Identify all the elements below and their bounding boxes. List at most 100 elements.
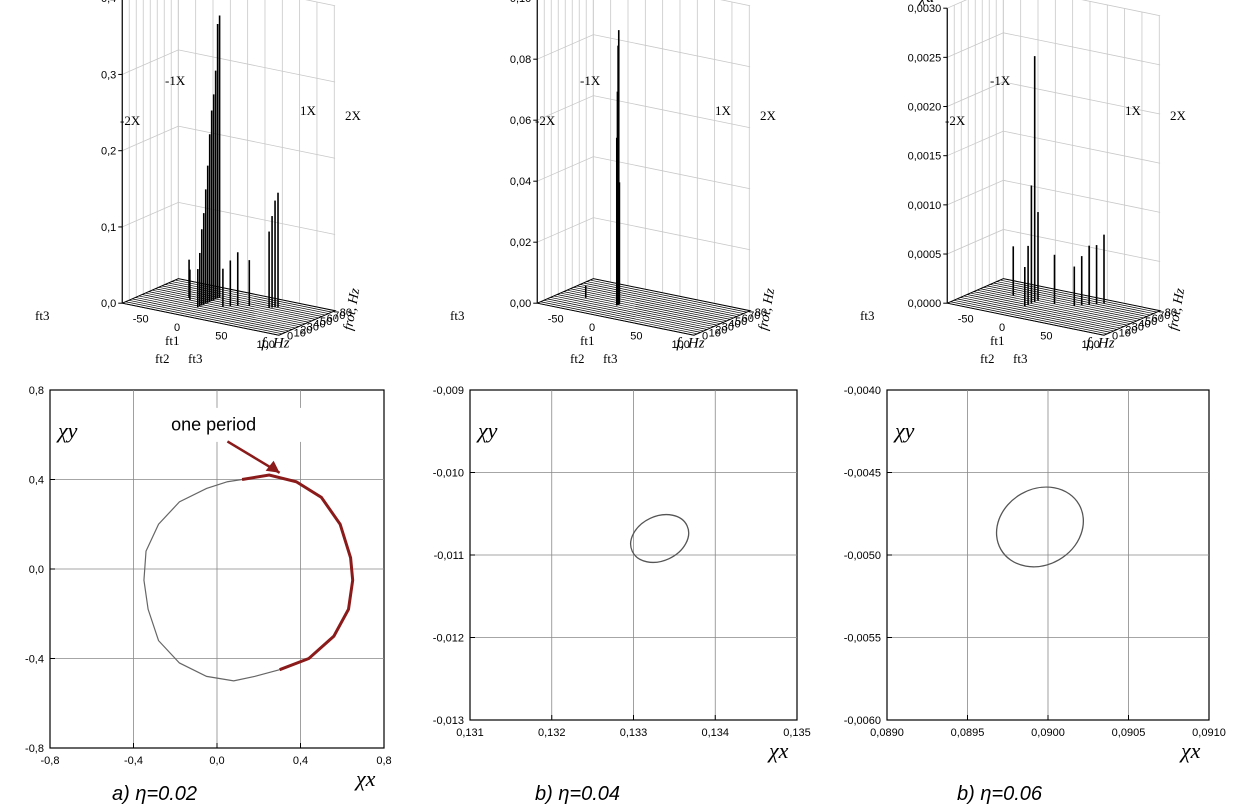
spectrum-annotation: -2X xyxy=(120,113,141,128)
spectrum-annotation: ft3 xyxy=(860,308,874,323)
x-tick-label: 0,131 xyxy=(456,727,484,739)
floor-line xyxy=(145,292,303,326)
floor-line xyxy=(540,301,698,335)
f-tick-label: 100 xyxy=(672,339,690,351)
x-tick-label: 0,133 xyxy=(620,727,648,739)
floor-line xyxy=(155,288,313,322)
orbit-highlight xyxy=(241,473,355,672)
floor-line xyxy=(960,297,1118,330)
x-tick-label: 0,0 xyxy=(209,755,224,767)
y-tick-label: 0,0005 xyxy=(908,249,942,261)
spectrum-annotation: ft1 xyxy=(580,333,594,348)
y-tick-label: 0,0000 xyxy=(908,298,942,310)
wall-grid-line xyxy=(947,130,1161,164)
floor-line xyxy=(947,302,1105,336)
wall-grid-line xyxy=(947,179,1161,213)
f-tick-label: -50 xyxy=(133,314,149,326)
frot-tick-label: 80 xyxy=(1165,307,1177,319)
floor-line xyxy=(560,292,718,326)
y-tick-label: 0,10 xyxy=(510,0,531,5)
floor-line xyxy=(586,281,744,314)
y-axis-label: χy xyxy=(476,418,498,443)
y-tick-label: -0,009 xyxy=(433,385,464,397)
wall-grid-line xyxy=(947,81,1161,115)
f-tick-label: -50 xyxy=(548,314,564,326)
spectrum-annotation: 1X xyxy=(715,103,732,118)
annotation-text: one period xyxy=(171,414,256,434)
floor-line xyxy=(168,282,326,316)
floor-line xyxy=(556,294,714,327)
frot-tick-label: 60 xyxy=(327,313,339,325)
spectrum-annotation: -2X xyxy=(535,113,556,128)
orbit-panel-0: -0,8 -0,4 0,0 0,4 0,8 -0,8 -0,4 0,0 0,4 0,8 χy χx on… xyxy=(25,385,392,791)
y-tick-label: 0,0 xyxy=(29,564,44,576)
y-tick-label: 0,04 xyxy=(510,176,531,188)
f-tick-label: 0 xyxy=(174,322,180,334)
y-tick-label: 0,0 xyxy=(101,298,116,310)
spectrum-annotation: ft2 xyxy=(570,351,584,366)
y-tick-label: -0,0060 xyxy=(844,715,881,727)
y-tick-label: -0,011 xyxy=(434,550,464,562)
floor-line xyxy=(566,289,724,323)
y-tick-label: 0,0010 xyxy=(908,200,942,212)
y-tick-label: 0,1 xyxy=(101,222,116,234)
spectrum-panel-2: 0,0000 0,0005 0,0010 0,0015 0,0020 0,0025 0,00… xyxy=(860,0,1188,366)
z-axis-label: χa xyxy=(917,0,934,6)
f-axis-label: f, Hz xyxy=(1086,335,1115,351)
floor-line xyxy=(589,279,747,313)
wall-grid-line xyxy=(947,32,1161,66)
y-tick-label: -0,013 xyxy=(433,715,464,727)
x-tick-label: 0,0905 xyxy=(1112,727,1146,739)
x-tick-label: 0,0910 xyxy=(1192,727,1226,739)
x-tick-label: 0,8 xyxy=(376,755,391,767)
spectrum-annotation: ft1 xyxy=(165,333,179,348)
frot-tick-label: 0 xyxy=(1112,330,1118,342)
wall-grid-line xyxy=(537,34,751,68)
x-tick-label: 0,132 xyxy=(538,727,566,739)
f-tick-label: 100 xyxy=(1082,339,1100,351)
f-tick-label: -50 xyxy=(958,314,974,326)
wall-grid-line xyxy=(537,156,751,190)
frot-tick-label: 70 xyxy=(1158,310,1170,322)
floor-line xyxy=(148,291,306,325)
frot-tick-label: 10 xyxy=(709,327,721,339)
frot-tick-label: 80 xyxy=(755,307,767,319)
spectrum-annotation: 2X xyxy=(760,108,777,123)
floor-line xyxy=(970,292,1128,326)
floor-line xyxy=(547,298,704,332)
floor-line xyxy=(950,301,1108,335)
floor-line xyxy=(953,299,1111,333)
y-tick-label: 0,0015 xyxy=(908,151,942,163)
wall-grid-line xyxy=(537,95,751,129)
y-tick-label: -0,0040 xyxy=(844,385,881,397)
orbit-curve xyxy=(630,513,690,564)
x-axis-label: χx xyxy=(767,738,789,763)
y-tick-label: 0,2 xyxy=(101,146,116,158)
frot-tick-label: 50 xyxy=(320,316,332,328)
floor-line xyxy=(141,294,299,327)
x-tick-label: -0,4 xyxy=(124,755,143,767)
floor-line xyxy=(986,285,1144,319)
caption-b: b) η=0.04 xyxy=(535,783,620,805)
floor-line xyxy=(993,282,1151,316)
y-tick-label: 0,02 xyxy=(510,237,531,249)
frot-tick-label: 0 xyxy=(702,330,708,342)
y-tick-label: 0,4 xyxy=(101,0,116,5)
y-tick-label: -0,010 xyxy=(433,468,464,480)
caption-a: a) η=0.02 xyxy=(112,783,197,805)
frot-axis-label: frot, Hz xyxy=(756,287,778,332)
floor-line xyxy=(550,297,708,330)
spectrum-panel-1: 0,000,020,040,060,080,100102030405060708… xyxy=(450,0,778,366)
spectrum-panel-0: 0,00,10,20,30,401020304050607080-5005010… xyxy=(35,0,363,366)
f-tick-label: 50 xyxy=(630,330,642,342)
floor-line xyxy=(125,301,283,335)
y-tick-label: -0,4 xyxy=(25,654,44,666)
spectrum-annotation: ft2 xyxy=(980,351,994,366)
spectrum-annotation: ft3 xyxy=(450,308,464,323)
f-tick-label: 50 xyxy=(1040,330,1052,342)
wall-grid-line xyxy=(305,0,336,7)
floor-line xyxy=(135,297,293,330)
x-tick-label: 0,4 xyxy=(293,755,308,767)
floor-line xyxy=(543,299,701,333)
